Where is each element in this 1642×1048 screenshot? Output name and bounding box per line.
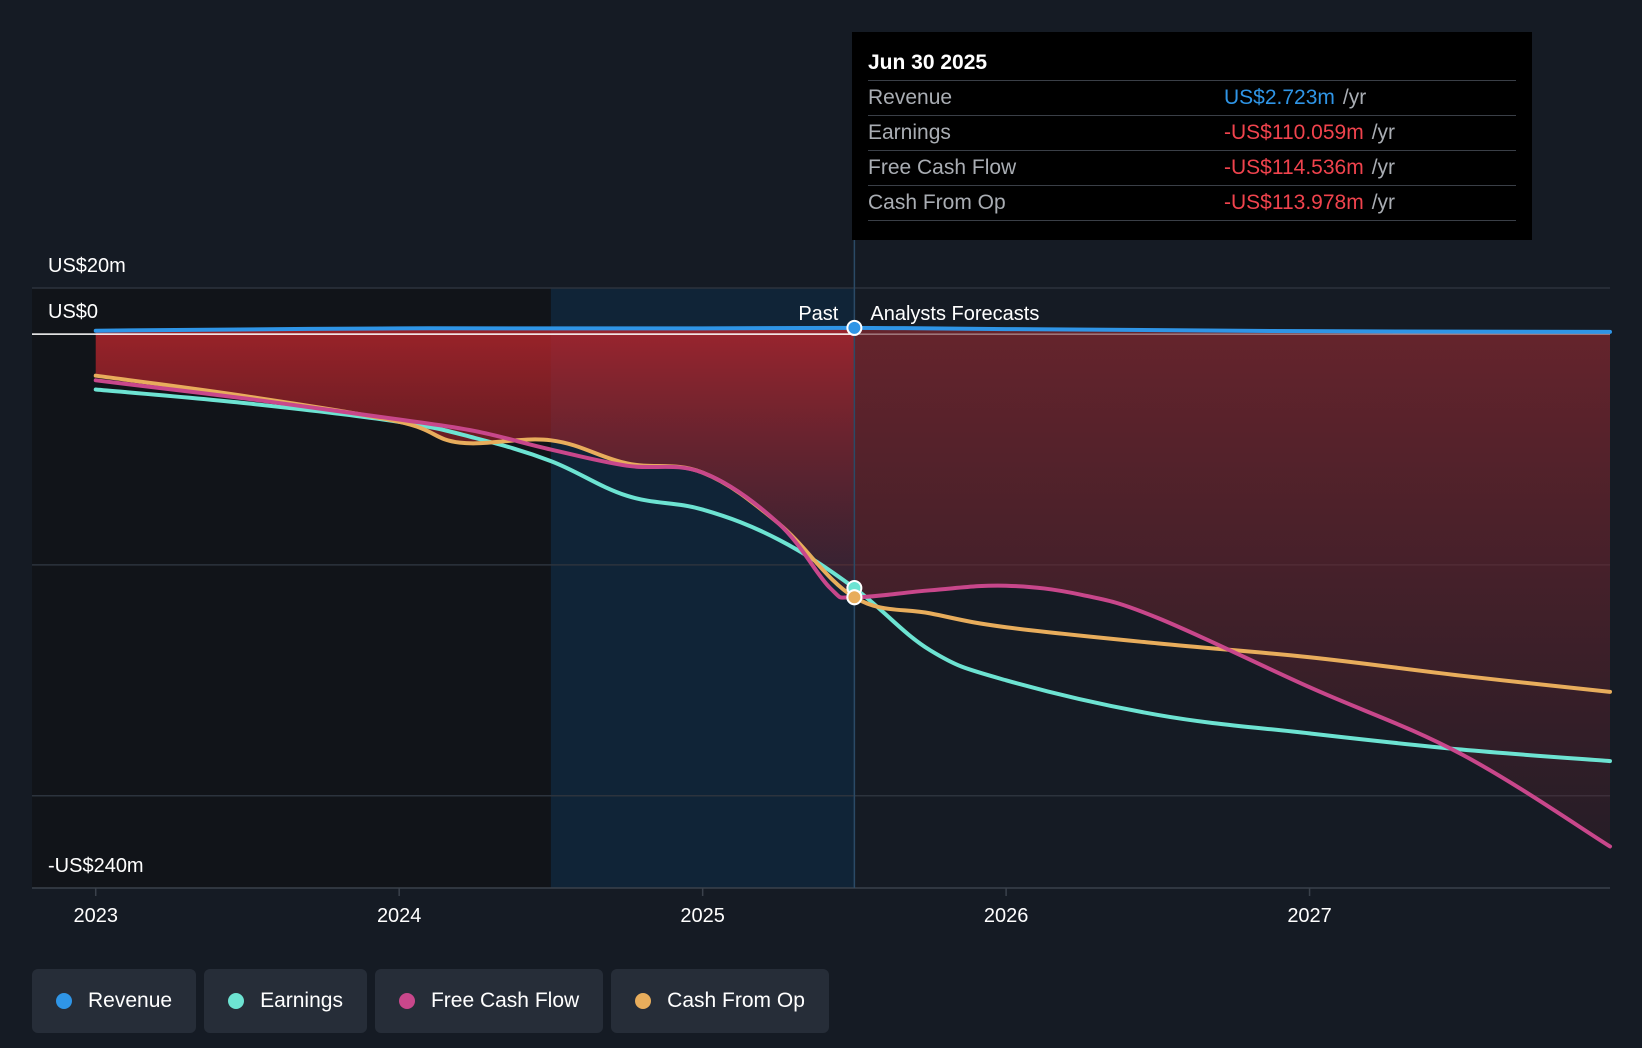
tooltip-label: Cash From Op [868,191,1006,214]
x-tick-label: 2027 [1287,905,1332,927]
y-label-zero: US$0 [48,301,98,323]
tooltip-value: US$2.723m [1224,86,1335,109]
tooltip-value: -US$110.059m [1224,121,1364,144]
legend-dot-icon [56,993,72,1009]
legend-dot-icon [398,993,415,1009]
tooltip-label: Free Cash Flow [868,156,1017,179]
tooltip: Jun 30 2025 Revenue US$2.723m /yr Earnin… [852,32,1532,240]
tooltip-row-cash-from-op: Cash From Op -US$113.978m /yr [868,186,1516,221]
tooltip-unit: /yr [1371,191,1396,214]
marker-cash-from-op [846,589,863,606]
tooltip-unit: /yr [1342,86,1367,109]
tooltip-label: Earnings [868,121,951,144]
tooltip-date: Jun 30 2025 [868,46,1516,81]
tooltip-unit: /yr [1371,156,1396,179]
tooltip-value: -US$113.978m [1224,191,1364,214]
past-area-fill [95,327,855,598]
tooltip-row-revenue: Revenue US$2.723m /yr [868,81,1516,116]
legend-label: Earnings [260,989,343,1012]
x-tick-label: 2023 [73,905,118,927]
tooltip-label: Revenue [868,86,953,109]
legend-label: Cash From Op [667,989,805,1012]
legend-item-earnings[interactable]: Earnings [204,969,367,1033]
legend-dot-icon [635,993,652,1009]
legend-item-revenue[interactable]: Revenue [32,969,197,1033]
past-label: Past [798,303,838,325]
legend-label: Free Cash Flow [430,989,580,1012]
legend: Revenue Earnings Free Cash Flow Cash Fro… [32,969,829,1033]
forecast-label: Analysts Forecasts [870,303,1039,325]
marker-revenue [846,319,863,336]
forecast-area-fill [854,327,1610,847]
tooltip-value: -US$114.536m [1224,156,1364,179]
x-tick-label: 2024 [377,905,422,927]
tooltip-row-free-cash-flow: Free Cash Flow -US$114.536m /yr [868,151,1516,186]
legend-item-cash-from-op[interactable]: Cash From Op [611,969,829,1033]
tooltip-row-earnings: Earnings -US$110.059m /yr [868,116,1516,151]
legend-label: Revenue [88,989,173,1012]
x-tick-label: 2025 [680,905,725,927]
legend-item-free-cash-flow[interactable]: Free Cash Flow [374,969,604,1033]
series-line-free-cash-flow [93,378,1612,849]
y-label-bottom: -US$240m [48,855,144,877]
series-line-cash-from-op [93,373,1612,694]
tooltip-unit: /yr [1371,121,1396,144]
legend-dot-icon [228,993,245,1009]
x-tick-label: 2026 [984,905,1029,927]
y-label-top: US$20m [48,255,126,277]
